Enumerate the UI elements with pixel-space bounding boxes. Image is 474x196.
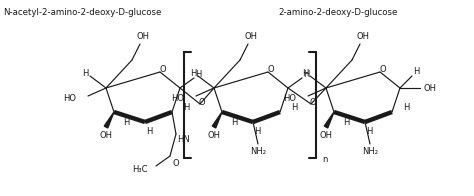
Text: HN: HN [178,135,191,144]
Text: O: O [380,64,386,74]
Text: H: H [183,103,189,112]
Text: H: H [82,68,88,77]
Text: OH: OH [319,132,332,141]
Text: O: O [310,97,316,106]
Text: H: H [146,128,152,136]
Text: H: H [302,68,308,77]
Text: H: H [123,117,129,126]
Text: O: O [268,64,274,74]
Text: O: O [173,160,179,169]
Text: H: H [254,128,260,136]
Text: H: H [403,103,409,112]
Text: N-acetyl-2-amino-2-deoxy-D-glucose: N-acetyl-2-amino-2-deoxy-D-glucose [3,8,161,17]
Text: OH: OH [423,83,437,93]
Text: H: H [291,103,297,112]
Text: H₃C: H₃C [133,164,148,173]
Text: H: H [303,70,309,79]
Text: NH₂: NH₂ [362,148,378,156]
Text: 2-amino-2-deoxy-D-glucose: 2-amino-2-deoxy-D-glucose [278,8,397,17]
Text: H: H [190,68,196,77]
Polygon shape [104,112,114,128]
Text: HO: HO [171,93,184,103]
Text: n: n [322,155,328,164]
Text: H: H [195,70,201,79]
Text: OH: OH [100,132,112,141]
Text: H: H [343,117,349,126]
Polygon shape [324,112,334,128]
Text: H: H [413,66,419,75]
Text: H: H [366,128,372,136]
Text: OH: OH [356,32,370,41]
Text: HO: HO [63,93,76,103]
Text: NH₂: NH₂ [250,148,266,156]
Text: O: O [160,64,166,74]
Text: OH: OH [137,32,149,41]
Text: OH: OH [245,32,257,41]
Text: H: H [231,117,237,126]
Polygon shape [212,112,222,128]
Text: O: O [199,97,205,106]
Text: HO: HO [283,93,296,103]
Text: OH: OH [208,132,220,141]
